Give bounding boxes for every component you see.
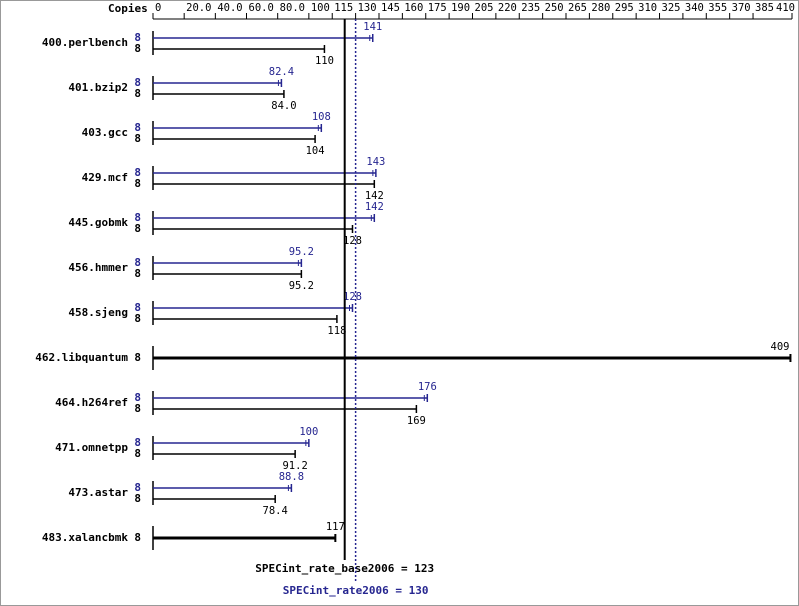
x-tick-label: 355 xyxy=(708,2,727,14)
x-tick-label: 310 xyxy=(638,2,657,14)
copies-label: 8 xyxy=(134,132,141,145)
value-label: 409 xyxy=(771,341,790,353)
benchmark-label: 464.h264ref xyxy=(55,396,128,409)
copies-label: 8 xyxy=(134,391,141,404)
benchmark-label: 400.perlbench xyxy=(42,36,128,49)
benchmark-label: 458.sjeng xyxy=(68,306,128,319)
copies-label: 8 xyxy=(134,211,141,224)
x-tick-label: 80.0 xyxy=(280,2,305,14)
value-label: 84.0 xyxy=(271,100,296,112)
value-label: 118 xyxy=(327,325,346,337)
copies-label: 8 xyxy=(134,351,141,364)
x-tick-label: 115 xyxy=(334,2,353,14)
benchmark-label: 471.omnetpp xyxy=(55,441,128,454)
benchmark-label: 445.gobmk xyxy=(68,216,128,229)
x-tick-label: 280 xyxy=(591,2,610,14)
x-tick-label: 325 xyxy=(662,2,681,14)
summary-value: 130 xyxy=(409,584,429,597)
x-tick-label: 100 xyxy=(311,2,330,14)
summary-value: 123 xyxy=(414,562,434,575)
value-label: 128 xyxy=(343,291,362,303)
value-label: 100 xyxy=(299,426,318,438)
summary-name: SPECint_rate2006 = xyxy=(283,584,403,597)
benchmark-label: 462.libquantum xyxy=(35,351,128,364)
x-tick-label: 370 xyxy=(732,2,751,14)
x-tick-label: 265 xyxy=(568,2,587,14)
copies-label: 8 xyxy=(134,177,141,190)
copies-label: 8 xyxy=(134,492,141,505)
copies-label: 8 xyxy=(134,436,141,449)
copies-label: 8 xyxy=(134,301,141,314)
x-tick-label: 410 xyxy=(776,2,795,14)
benchmark-label: 473.astar xyxy=(68,486,128,499)
copies-label: 8 xyxy=(134,256,141,269)
axis-label: Copies xyxy=(108,2,148,15)
copies-label: 8 xyxy=(134,42,141,55)
x-tick-label: 175 xyxy=(428,2,447,14)
x-tick-label: 295 xyxy=(615,2,634,14)
x-tick-label: 0 xyxy=(155,2,161,14)
copies-label: 8 xyxy=(134,31,141,44)
x-tick-label: 40.0 xyxy=(217,2,242,14)
value-label: 117 xyxy=(326,521,345,533)
value-label: 78.4 xyxy=(263,505,288,517)
copies-label: 8 xyxy=(134,87,141,100)
x-tick-label: 205 xyxy=(475,2,494,14)
value-label: 95.2 xyxy=(289,246,314,258)
value-label: 169 xyxy=(407,415,426,427)
summary-name: SPECint_rate_base2006 = xyxy=(255,562,408,575)
x-tick-label: 145 xyxy=(381,2,400,14)
x-tick-label: 190 xyxy=(451,2,470,14)
copies-label: 8 xyxy=(134,267,141,280)
benchmark-label: 401.bzip2 xyxy=(68,81,128,94)
x-tick-label: 340 xyxy=(685,2,704,14)
value-label: 176 xyxy=(418,381,437,393)
value-label: 104 xyxy=(306,145,325,157)
value-label: 91.2 xyxy=(282,460,307,472)
copies-label: 8 xyxy=(134,166,141,179)
value-label: 108 xyxy=(312,111,331,123)
x-tick-label: 60.0 xyxy=(249,2,274,14)
value-label: 128 xyxy=(343,235,362,247)
value-label: 142 xyxy=(365,201,384,213)
benchmark-label: 403.gcc xyxy=(82,126,128,139)
x-tick-label: 235 xyxy=(521,2,540,14)
copies-label: 8 xyxy=(134,312,141,325)
value-label: 82.4 xyxy=(269,66,294,78)
copies-label: 8 xyxy=(134,402,141,415)
value-label: 110 xyxy=(315,55,334,67)
x-tick-label: 250 xyxy=(545,2,564,14)
copies-label: 8 xyxy=(134,222,141,235)
value-label: 95.2 xyxy=(289,280,314,292)
copies-label: 8 xyxy=(134,447,141,460)
value-label: 142 xyxy=(365,190,384,202)
summary-label: SPECint_rate2006 = 130 xyxy=(283,584,429,597)
summary-label: SPECint_rate_base2006 = 123 xyxy=(255,562,434,575)
copies-label: 8 xyxy=(134,76,141,89)
x-tick-label: 160 xyxy=(404,2,423,14)
benchmark-label: 483.xalancbmk xyxy=(42,531,128,544)
copies-label: 8 xyxy=(134,531,141,544)
value-label: 88.8 xyxy=(279,471,304,483)
benchmark-label: 456.hmmer xyxy=(68,261,128,274)
value-label: 141 xyxy=(363,21,382,33)
x-tick-label: 220 xyxy=(498,2,517,14)
copies-label: 8 xyxy=(134,121,141,134)
x-tick-label: 385 xyxy=(755,2,774,14)
value-label: 143 xyxy=(366,156,385,168)
copies-label: 8 xyxy=(134,481,141,494)
benchmark-label: 429.mcf xyxy=(82,171,128,184)
x-tick-label: 20.0 xyxy=(186,2,211,14)
x-tick-label: 130 xyxy=(358,2,377,14)
